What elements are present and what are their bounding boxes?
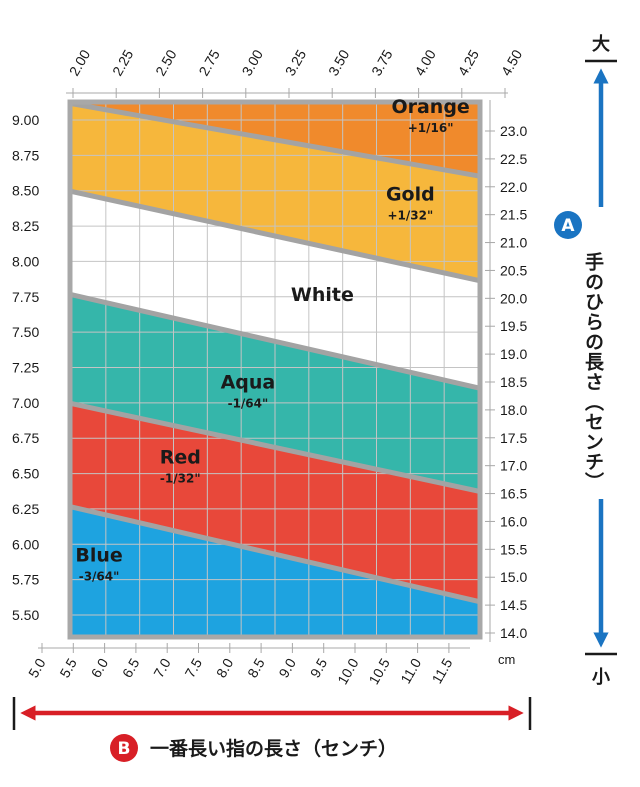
right-tick-label: 15.5: [500, 541, 527, 557]
finger-length-indicator: B 一番長い指の長さ（センチ）: [12, 697, 532, 762]
bottom-tick-label: 9.5: [307, 655, 331, 680]
bottom-tick-label: 5.5: [56, 655, 80, 680]
top-tick-label: 3.75: [368, 47, 396, 79]
top-tick-label: 2.50: [152, 47, 180, 79]
top-tick-label: 4.50: [498, 47, 526, 79]
boundary-aqua-red: [72, 401, 478, 494]
zone-label-red: Red: [160, 447, 201, 469]
zone-label-orange: Orange: [391, 96, 469, 118]
right-tick-label: 21.0: [500, 235, 527, 251]
zone-label-white: White: [291, 284, 354, 306]
right-tick-label: 22.5: [500, 151, 527, 167]
right-tick-label: 22.0: [500, 179, 527, 195]
bottom-tick-label: 11.0: [397, 655, 424, 686]
y-label-backdrop: [584, 207, 618, 499]
badge-a-text: A: [561, 216, 575, 236]
left-tick-label: 8.00: [12, 253, 39, 269]
y-arrow-bottom-label: 小: [592, 667, 610, 688]
top-tick-label: 4.25: [455, 47, 483, 79]
badge-a: [554, 211, 582, 239]
right-tick-label: 14.0: [500, 625, 527, 641]
right-tick-label: 16.5: [500, 486, 527, 502]
badge-b: [110, 734, 138, 762]
top-tick-label: 2.75: [195, 47, 223, 79]
right-tick-label: 17.5: [500, 430, 527, 446]
zone-labels: Orange +1/16" Gold +1/32" White Aqua -1/64" Red…: [75, 96, 469, 583]
top-tick-label: 3.50: [325, 47, 353, 79]
left-tick-label: 6.00: [12, 536, 39, 552]
badge-b-text: B: [118, 739, 131, 759]
grid-lines: [72, 103, 478, 636]
boundary-red-blue: [72, 504, 478, 604]
right-tick-label: 20.0: [500, 290, 527, 306]
left-tick-label: 9.00: [12, 112, 39, 128]
right-tick-label: 15.0: [500, 569, 527, 585]
y-axis-title: 手のひらの長さ（センチ）: [582, 251, 604, 492]
zone-label-blue: Blue: [75, 544, 122, 566]
right-tick-label: 23.0: [500, 123, 527, 139]
left-tick-label: 5.50: [12, 607, 39, 623]
boundary-white-aqua: [72, 292, 478, 391]
left-tick-label: 8.25: [12, 218, 39, 234]
left-tick-label: 8.75: [12, 147, 39, 163]
bottom-tick-label: 10.5: [365, 655, 393, 687]
zone-adjustment-red: -1/32": [160, 472, 201, 486]
bottom-tick-label: 5.0: [25, 655, 49, 680]
bottom-tick-label: 6.5: [119, 655, 143, 680]
left-tick-label: 6.75: [12, 430, 39, 446]
left-tick-label: 6.25: [12, 501, 39, 517]
top-tick-label: 4.00: [411, 47, 439, 79]
bottom-tick-label: 8.0: [213, 655, 237, 680]
zone-adjustment-aqua: -1/64": [228, 397, 269, 411]
bottom-tick-label: 7.0: [150, 655, 174, 680]
bottom-tick-label: 8.5: [244, 655, 268, 680]
right-tick-label: 14.5: [500, 597, 527, 613]
y-arrow-top-label: 大: [592, 33, 610, 55]
zone-boundaries: [72, 103, 478, 604]
palm-length-indicator: 大 小 A 手のひらの長さ（センチ）: [554, 33, 618, 688]
bottom-tick-label: 7.5: [182, 655, 206, 680]
bottom-axis-unit: cm: [498, 652, 515, 667]
left-tick-label: 8.50: [12, 183, 39, 199]
right-tick-label: 18.5: [500, 374, 527, 390]
right-tick-label: 19.5: [500, 318, 527, 334]
left-tick-label: 7.50: [12, 324, 39, 340]
top-tick-label: 3.25: [282, 47, 310, 79]
right-tick-label: 19.0: [500, 346, 527, 362]
plot-frame: [67, 99, 483, 640]
bottom-tick-label: 9.0: [275, 655, 299, 680]
zone-adjustment-gold: +1/32": [387, 209, 433, 223]
right-tick-label: 18.0: [500, 402, 527, 418]
bottom-tick-label: 10.0: [334, 655, 362, 687]
top-tick-label: 3.00: [239, 47, 267, 79]
bottom-tick-label: 11.5: [429, 655, 456, 686]
bottom-tick-label: 6.0: [88, 655, 112, 680]
boundary-gold-white: [72, 189, 478, 283]
boundary-orange-gold: [72, 103, 478, 179]
right-tick-label: 16.0: [500, 513, 527, 529]
left-tick-label: 7.75: [12, 289, 39, 305]
x-axis-title: 一番長い指の長さ（センチ）: [150, 737, 397, 760]
zone-label-aqua: Aqua: [221, 372, 276, 394]
top-tick-label: 2.25: [109, 47, 137, 79]
right-tick-label: 20.5: [500, 262, 527, 278]
left-tick-label: 7.00: [12, 395, 39, 411]
top-tick-label: 2.00: [66, 47, 94, 79]
axes: 9.00 8.75 8.50 8.25 8.00 7.75 7.50 7.25 7.00 6.75…: [12, 47, 527, 687]
left-tick-label: 5.75: [12, 572, 39, 588]
zone-adjustment-blue: -3/64": [79, 569, 120, 583]
zone-label-gold: Gold: [386, 184, 435, 206]
right-tick-label: 17.0: [500, 458, 527, 474]
zone-adjustment-orange: +1/16": [408, 121, 454, 135]
right-tick-label: 21.5: [500, 207, 527, 223]
left-tick-label: 6.50: [12, 466, 39, 482]
left-tick-label: 7.25: [12, 360, 39, 376]
